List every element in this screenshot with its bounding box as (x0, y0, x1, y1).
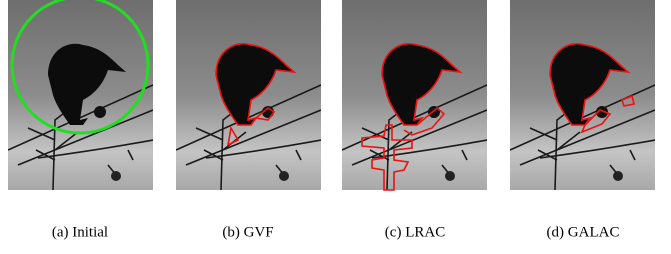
caption: (a) Initial (52, 224, 108, 240)
caption: (d) GALAC (547, 224, 620, 240)
figure-canvas: (a) Initial (b) GVF (c) LRAC (d) GALAC (0, 0, 671, 254)
caption: (b) GVF (222, 224, 273, 240)
figure: (a) Initial (b) GVF (c) LRAC (d) GALAC (0, 0, 671, 254)
caption: (c) LRAC (385, 224, 445, 240)
